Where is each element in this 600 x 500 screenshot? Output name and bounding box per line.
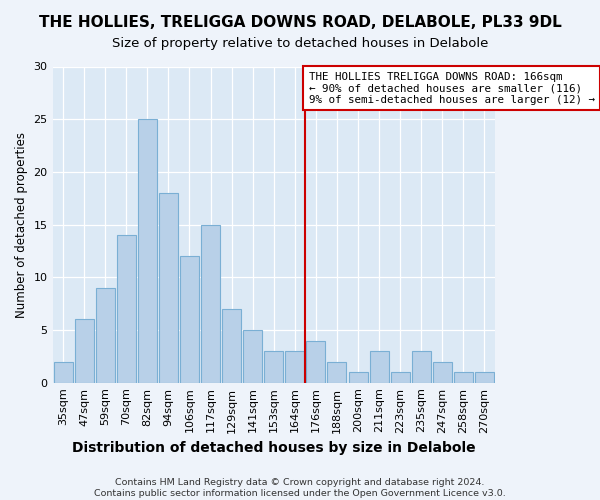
Bar [53,362,73,382]
Bar [433,362,452,382]
Bar [74,320,94,382]
Bar [454,372,473,382]
Bar [391,372,410,382]
Bar [159,193,178,382]
Text: Contains HM Land Registry data © Crown copyright and database right 2024.
Contai: Contains HM Land Registry data © Crown c… [94,478,506,498]
Bar [243,330,262,382]
Bar [349,372,368,382]
Y-axis label: Number of detached properties: Number of detached properties [15,132,28,318]
Bar [412,351,431,382]
Bar [138,119,157,382]
Bar [307,340,325,382]
Bar [96,288,115,382]
Bar [475,372,494,382]
Bar [370,351,389,382]
Bar [180,256,199,382]
Bar [201,224,220,382]
Text: Size of property relative to detached houses in Delabole: Size of property relative to detached ho… [112,38,488,51]
Bar [222,309,241,382]
Bar [328,362,346,382]
Text: THE HOLLIES TRELIGGA DOWNS ROAD: 166sqm
← 90% of detached houses are smaller (11: THE HOLLIES TRELIGGA DOWNS ROAD: 166sqm … [308,72,595,105]
Bar [286,351,304,382]
Text: THE HOLLIES, TRELIGGA DOWNS ROAD, DELABOLE, PL33 9DL: THE HOLLIES, TRELIGGA DOWNS ROAD, DELABO… [38,15,562,30]
Bar [117,235,136,382]
Bar [264,351,283,382]
X-axis label: Distribution of detached houses by size in Delabole: Distribution of detached houses by size … [72,441,476,455]
